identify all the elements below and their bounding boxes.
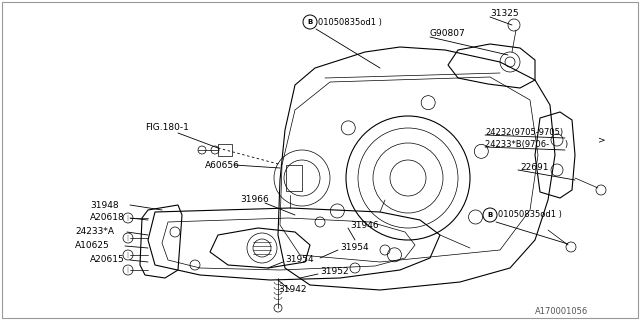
Bar: [286, 165, 302, 191]
Text: A60656: A60656: [205, 161, 240, 170]
Text: 24233*A: 24233*A: [75, 228, 114, 236]
Text: A20615: A20615: [90, 255, 125, 265]
Text: A10625: A10625: [75, 242, 109, 251]
Text: 31325: 31325: [490, 9, 518, 18]
Text: 01050835od1 ): 01050835od1 ): [318, 18, 382, 27]
Text: 24233*B(9706-      ): 24233*B(9706- ): [485, 140, 568, 149]
Text: A170001056: A170001056: [535, 308, 588, 316]
Text: 31946: 31946: [350, 220, 379, 229]
Text: G90807: G90807: [430, 28, 466, 37]
Text: >: >: [598, 135, 605, 145]
Text: 31954: 31954: [285, 255, 314, 265]
Text: B: B: [307, 19, 312, 25]
Text: 24232(9705-9705): 24232(9705-9705): [485, 129, 563, 138]
Text: 31948: 31948: [90, 201, 118, 210]
Text: 22691: 22691: [520, 164, 548, 172]
Text: FIG.180-1: FIG.180-1: [145, 124, 189, 132]
Text: B: B: [488, 212, 493, 218]
Bar: [218, 144, 232, 156]
Text: 31954: 31954: [340, 244, 369, 252]
Text: 31942: 31942: [278, 285, 307, 294]
Text: 01050835od1 ): 01050835od1 ): [498, 211, 562, 220]
Text: 31966: 31966: [240, 196, 269, 204]
Text: 31952: 31952: [320, 268, 349, 276]
Text: A20618: A20618: [90, 213, 125, 222]
